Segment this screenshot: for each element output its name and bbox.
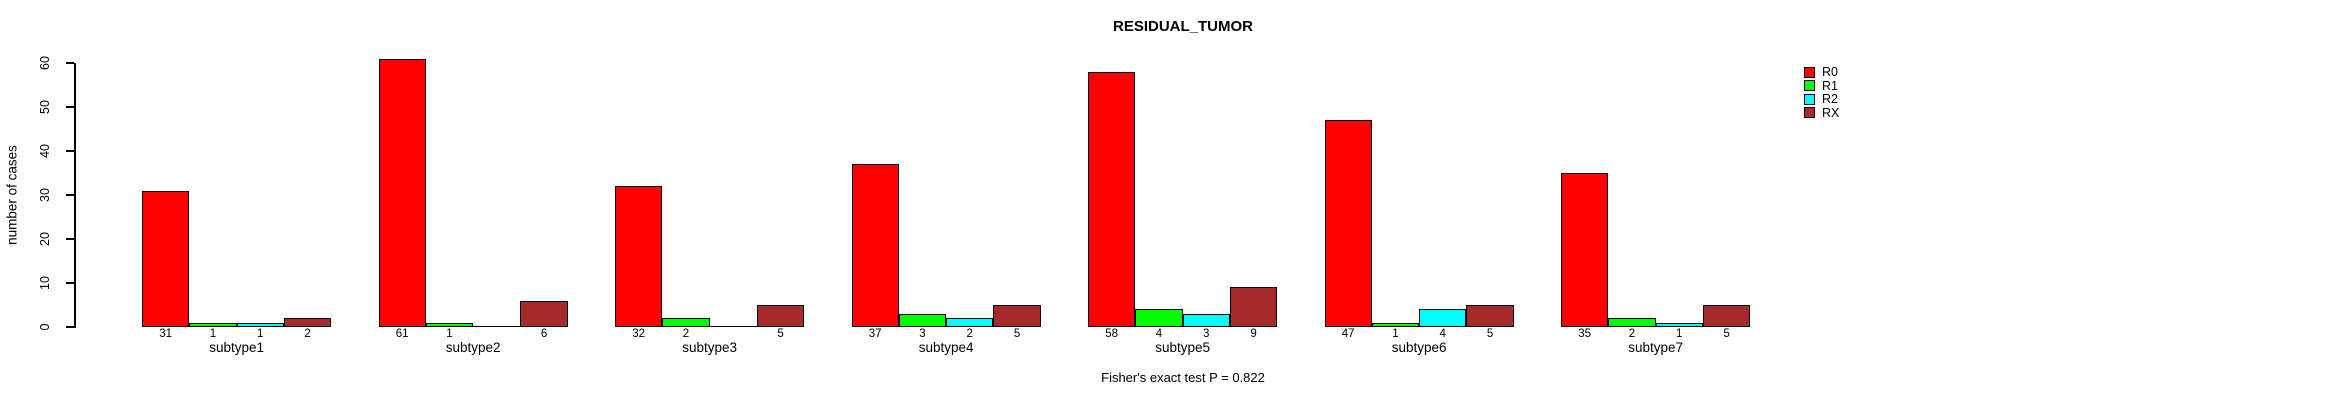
y-tick-label: 20 (38, 232, 52, 246)
fisher-test-annotation: Fisher's exact test P = 0.822 (1101, 370, 1265, 385)
bar-value-label: 58 (1105, 328, 1119, 340)
y-tick-label: 50 (38, 100, 52, 114)
bar-value-label: 4 (1439, 328, 1446, 340)
legend-swatch-R2 (1804, 93, 1815, 105)
bar-value-label: 1 (209, 328, 217, 340)
bar-RX-subtype6 (1466, 305, 1514, 327)
bar-R0-subtype2 (378, 58, 426, 327)
bar-value-label: 4 (1155, 328, 1163, 340)
bar-value-label: 5 (1486, 328, 1494, 340)
bar-R2-subtype6 (1419, 309, 1467, 327)
bar-R1-subtype5 (1135, 309, 1183, 327)
bar-R1-subtype1 (189, 322, 237, 327)
bar-RX-subtype7 (1702, 305, 1751, 327)
bar-value-label: 2 (682, 328, 690, 340)
x-category-label-subtype3: subtype3 (682, 340, 737, 355)
bar-value-label: 61 (395, 328, 409, 340)
y-tick-label: 10 (38, 276, 52, 290)
x-category-label-subtype7: subtype7 (1628, 340, 1683, 355)
bar-R0-subtype1 (142, 190, 190, 327)
legend-swatch-RX (1804, 107, 1815, 118)
legend-label-R0: R0 (1822, 65, 1838, 79)
chart-title: RESIDUAL_TUMOR (1112, 18, 1254, 35)
bar-R0-subtype3 (615, 186, 663, 327)
bar-R1-subtype3 (662, 318, 710, 327)
bar-R2-subtype2 (473, 326, 521, 327)
y-tick-label: 40 (38, 144, 52, 158)
x-category-label-subtype1: subtype1 (209, 340, 264, 355)
bar-value-label: 35 (1578, 328, 1592, 340)
bar-value-label: 2 (304, 328, 311, 340)
legend-entry-RX: RX (1804, 105, 1840, 120)
bar-RX-subtype2 (520, 300, 568, 327)
bar-RX-subtype4 (993, 305, 1041, 327)
y-tick-label: 60 (38, 56, 52, 70)
bar-RX-subtype3 (756, 305, 805, 327)
bar-R1-subtype4 (898, 313, 947, 327)
y-tick (66, 326, 74, 328)
bar-R2-subtype4 (946, 318, 994, 327)
bar-value-label: 3 (1203, 328, 1210, 340)
y-tick (66, 62, 74, 64)
bar-value-label: 3 (919, 328, 926, 340)
bar-R2-subtype7 (1655, 322, 1703, 327)
bar-value-label: 5 (1723, 328, 1730, 340)
bar-value-label: 2 (1628, 328, 1636, 340)
legend-label-R1: R1 (1822, 78, 1838, 93)
legend-entry-R2: R2 (1804, 93, 1838, 105)
bar-value-label: 1 (1676, 328, 1683, 340)
bar-RX-subtype5 (1229, 287, 1278, 327)
x-category-label-subtype4: subtype4 (918, 340, 974, 355)
legend-label-R2: R2 (1822, 92, 1838, 106)
legend-label-RX: RX (1822, 105, 1840, 120)
x-category-label-subtype2: subtype2 (445, 340, 501, 355)
bar-R1-subtype2 (425, 322, 474, 327)
bar-RX-subtype1 (283, 318, 332, 327)
y-tick (66, 106, 74, 108)
bar-value-label: 1 (1392, 328, 1399, 340)
legend-entry-R0: R0 (1804, 66, 1838, 78)
bar-R0-subtype5 (1088, 71, 1136, 327)
bar-value-label: 6 (540, 328, 548, 340)
bar-value-label: 9 (1250, 328, 1257, 340)
bar-R0-subtype6 (1324, 120, 1372, 327)
bar-value-label: 2 (966, 328, 973, 340)
bar-value-label: 1 (446, 328, 453, 340)
bar-R2-subtype1 (236, 322, 284, 327)
bar-R0-subtype7 (1561, 173, 1609, 327)
y-tick (66, 238, 74, 240)
bar-value-label: 5 (1013, 328, 1021, 340)
bar-value-label: 31 (159, 328, 173, 340)
legend-entry-R1: R1 (1804, 78, 1838, 93)
legend-swatch-R0 (1804, 66, 1815, 78)
y-tick (66, 282, 74, 284)
y-tick-label: 0 (38, 323, 52, 331)
x-category-label-subtype5: subtype5 (1155, 340, 1210, 355)
y-axis-line (74, 63, 76, 328)
y-tick-label: 30 (38, 188, 52, 202)
bar-R2-subtype3 (709, 326, 757, 327)
bar-value-label: 1 (257, 328, 264, 340)
bar-R1-subtype6 (1371, 322, 1420, 327)
bar-value-label: 5 (777, 328, 784, 340)
bar-R1-subtype7 (1608, 318, 1656, 327)
bar-R2-subtype5 (1182, 313, 1230, 327)
legend-swatch-R1 (1804, 80, 1815, 91)
bar-value-label: 32 (632, 328, 646, 340)
bar-R0-subtype4 (851, 164, 899, 327)
bar-value-label: 37 (868, 328, 882, 340)
y-tick (66, 194, 74, 196)
x-category-label-subtype6: subtype6 (1391, 340, 1447, 355)
y-tick (66, 150, 74, 152)
bar-value-label: 47 (1341, 328, 1355, 340)
